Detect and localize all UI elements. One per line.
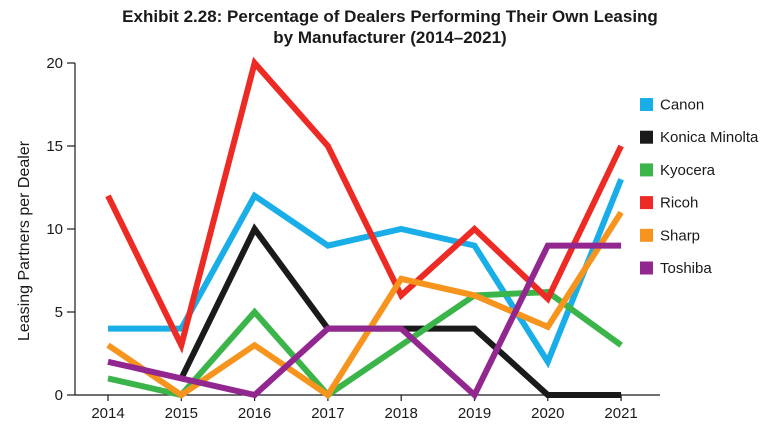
x-tick-label: 2016 — [238, 405, 271, 422]
x-tick-label: 2021 — [604, 405, 637, 422]
chart-title: Exhibit 2.28: Percentage of Dealers Perf… — [122, 7, 658, 26]
legend-label-sharp: Sharp — [660, 227, 700, 244]
legend-swatch-konica-minolta — [640, 130, 653, 144]
legend-label-canon: Canon — [660, 97, 704, 114]
chart-title-block: Exhibit 2.28: Percentage of Dealers Perf… — [0, 6, 780, 48]
x-tick-label: 2020 — [531, 405, 564, 422]
series-line-toshiba — [107, 242, 622, 400]
legend-label-toshiba: Toshiba — [660, 260, 712, 277]
y-tick-label: 5 — [55, 304, 63, 321]
legend-label-ricoh: Ricoh — [660, 195, 698, 212]
x-tick-label: 2014 — [91, 405, 124, 422]
series-lines — [105, 56, 624, 400]
y-ticks: 0 5 10 15 20 — [46, 55, 75, 404]
y-tick-label: 20 — [46, 55, 63, 72]
x-tick-label: 2017 — [311, 405, 344, 422]
y-tick-label: 10 — [46, 221, 63, 238]
series-line-ricoh — [105, 56, 624, 354]
series-line-sharp — [106, 210, 624, 400]
x-tick-label: 2015 — [165, 405, 198, 422]
x-tick-label: 2019 — [458, 405, 491, 422]
legend-label-konica-minolta: Konica Minolta — [660, 129, 759, 146]
legend-swatch-ricoh — [640, 196, 653, 210]
y-tick-label: 15 — [46, 138, 63, 155]
legend-label-kyocera: Kyocera — [660, 162, 716, 179]
y-axis-title: Leasing Partners per Dealer — [16, 140, 33, 341]
legend-swatch-canon — [640, 98, 653, 111]
legend-swatch-kyocera — [640, 163, 653, 177]
legend-swatch-sharp — [640, 228, 653, 242]
y-tick-label: 0 — [55, 387, 63, 404]
legend-swatch-toshiba — [640, 261, 653, 275]
x-tick-label: 2018 — [385, 405, 418, 422]
x-ticks: 2014 2015 2016 2017 2018 2019 2020 2021 — [91, 395, 638, 422]
chart-subtitle: by Manufacturer (2014–2021) — [273, 28, 507, 47]
legend: Canon Konica Minolta Kyocera Ricoh Sharp Tosh… — [640, 97, 759, 277]
